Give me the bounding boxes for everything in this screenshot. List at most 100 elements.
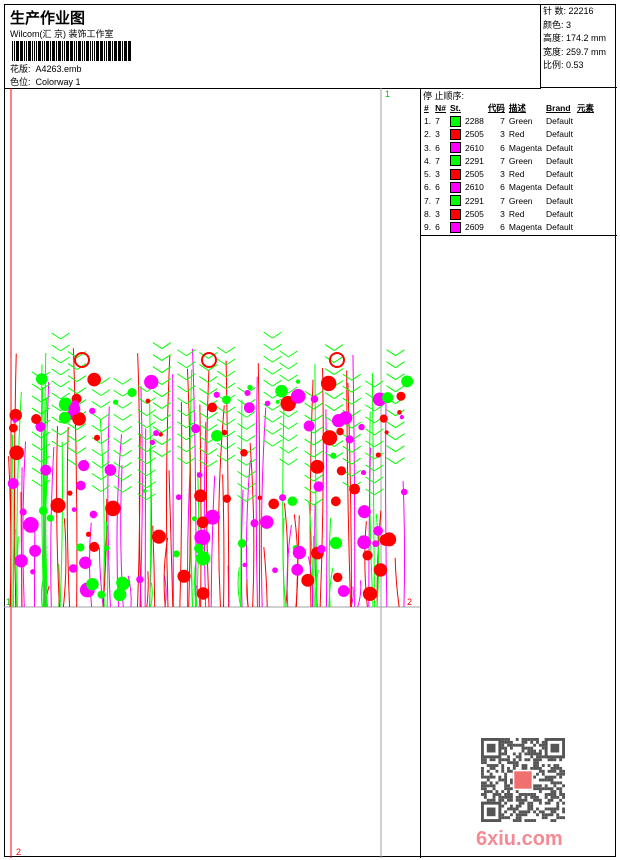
stitch-count: 2610 <box>464 182 484 193</box>
red-flower <box>349 483 360 495</box>
leaf <box>237 482 256 490</box>
color-code: 6 <box>500 142 505 153</box>
red-bud <box>201 352 217 368</box>
stem <box>218 405 225 608</box>
leaf <box>324 344 344 351</box>
stem <box>168 470 174 608</box>
info-label: 高度: <box>543 33 564 43</box>
stitch-count: 2291 <box>464 155 484 166</box>
stem <box>347 382 353 608</box>
leaf <box>365 404 384 412</box>
green-leaf-cluster <box>97 590 106 599</box>
stem <box>346 370 352 608</box>
green-leaf-cluster <box>222 395 231 405</box>
barcode <box>12 41 132 61</box>
brand: Default <box>546 195 573 206</box>
red-flower <box>196 516 209 529</box>
leaf <box>263 367 282 375</box>
leaf <box>386 445 405 453</box>
red-flower <box>257 495 263 501</box>
table-row[interactable]: 5. 3 2505 3 Red Default <box>422 167 596 180</box>
table-row[interactable]: 7. 7 2291 7 Green Default <box>422 194 596 207</box>
leaf <box>152 426 172 433</box>
table-row[interactable]: 1. 7 2288 7 Green Default <box>422 114 596 127</box>
stem <box>314 569 319 608</box>
needle-number: 3 <box>435 169 440 180</box>
green-leaf-cluster <box>194 543 204 554</box>
leaf <box>152 438 172 445</box>
table-row[interactable]: 6. 6 2610 6 Magenta Default <box>422 181 596 194</box>
magenta-flower <box>310 395 319 403</box>
table-row[interactable]: 9. 6 2609 6 Magenta Default <box>422 221 596 234</box>
leaf <box>177 409 196 417</box>
green-leaf-cluster <box>112 399 119 405</box>
red-flower <box>177 569 191 583</box>
magenta-flower <box>136 575 144 584</box>
magenta-flower <box>250 519 259 528</box>
needle-number: 6 <box>435 222 440 233</box>
element <box>575 167 596 180</box>
leaf <box>91 485 111 492</box>
leaf <box>263 343 282 351</box>
stem <box>163 537 169 608</box>
stem <box>199 404 202 608</box>
leaf <box>67 435 87 442</box>
leaf <box>113 461 132 469</box>
color-code: 6 <box>500 222 505 233</box>
magenta-flower <box>345 435 354 444</box>
stem <box>72 348 78 608</box>
leaf <box>199 412 218 419</box>
element <box>575 221 596 234</box>
green-leaf-cluster <box>211 429 223 442</box>
green-leaf-cluster <box>295 379 301 384</box>
green-leaf-cluster <box>76 543 85 552</box>
leaf <box>279 410 298 418</box>
red-flower <box>9 408 22 422</box>
red-flower <box>87 372 102 387</box>
magenta-flower <box>144 374 159 390</box>
magenta-flower <box>360 469 367 476</box>
green-leaf-cluster <box>113 588 127 602</box>
red-flower <box>397 410 402 415</box>
table-row[interactable]: 4. 7 2291 7 Green Default <box>422 154 596 167</box>
needle-number: 7 <box>435 115 440 126</box>
color-description: Magenta <box>508 142 542 153</box>
red-bud <box>74 352 90 368</box>
magenta-flower <box>89 510 98 519</box>
red-flower <box>93 434 101 441</box>
leaf <box>91 401 111 408</box>
leaf <box>113 377 132 385</box>
stem <box>240 399 243 608</box>
brand: Default <box>546 115 573 126</box>
leaf <box>137 493 157 501</box>
leaf <box>216 358 236 366</box>
magenta-flower <box>7 478 19 489</box>
row-index: 1. <box>424 115 432 126</box>
magenta-flower <box>313 481 324 492</box>
red-flower <box>67 490 73 496</box>
leaf <box>67 387 87 394</box>
table-row[interactable]: 3. 6 2610 6 Magenta Default <box>422 141 596 154</box>
red-flower <box>310 459 325 474</box>
red-flower <box>9 445 24 461</box>
stem <box>286 524 292 608</box>
green-leaf-cluster <box>191 516 197 522</box>
stem <box>352 354 356 608</box>
info-value: 3 <box>566 19 572 30</box>
leaf <box>263 427 282 435</box>
green-leaf-cluster <box>382 392 394 404</box>
leaf <box>342 373 362 381</box>
table-row[interactable]: 2. 3 2505 3 Red Default <box>422 128 596 141</box>
design-value: A4263.emb <box>35 64 82 74</box>
marker-right: 2 <box>407 597 412 607</box>
magenta-flower <box>303 420 315 432</box>
color-description: Red <box>508 169 525 180</box>
magenta-flower <box>292 545 307 560</box>
green-leaf-cluster <box>275 399 280 404</box>
stem <box>394 557 400 608</box>
leaf <box>177 349 196 357</box>
column-header: # <box>424 102 429 113</box>
table-row[interactable]: 8. 3 2505 3 Red Default <box>422 207 596 220</box>
red-flower <box>321 430 338 446</box>
green-leaf-cluster <box>329 536 343 550</box>
